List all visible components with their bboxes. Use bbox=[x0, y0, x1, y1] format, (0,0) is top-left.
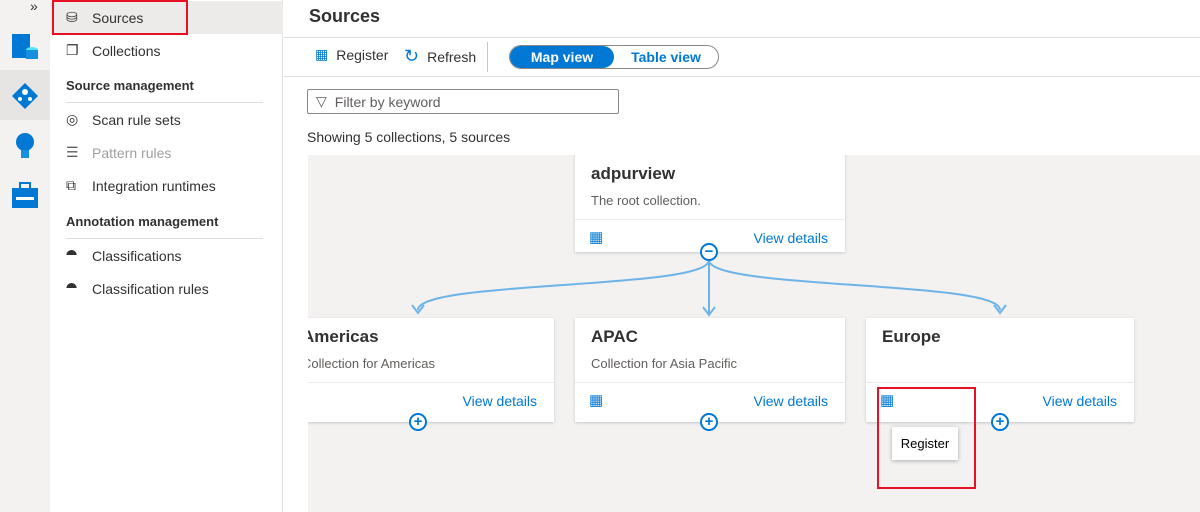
register-button[interactable]: ▦ Register bbox=[315, 46, 389, 63]
database-arrow-icon: ⛁ bbox=[66, 9, 78, 25]
divider bbox=[284, 76, 1200, 77]
register-source-icon[interactable]: ▦ bbox=[589, 392, 604, 409]
management-icon[interactable] bbox=[10, 180, 40, 210]
divider bbox=[66, 102, 263, 103]
result-count: Showing 5 collections, 5 sources bbox=[307, 129, 511, 145]
nav-item-integration-runtimes[interactable]: ⧉ Integration runtimes bbox=[66, 177, 216, 194]
expand-icon[interactable]: + bbox=[991, 413, 1009, 431]
expand-icon[interactable]: + bbox=[409, 413, 427, 431]
insights-icon[interactable] bbox=[10, 131, 40, 161]
pattern-rules-icon: ☰ bbox=[66, 144, 79, 160]
nav-item-collections[interactable]: ❐ Collections bbox=[66, 42, 161, 59]
annotation-management-header: Annotation management bbox=[66, 214, 219, 229]
icon-rail: » bbox=[0, 0, 50, 512]
nav-item-sources[interactable]: ⛁ Sources bbox=[50, 1, 283, 34]
highlight-box bbox=[877, 387, 976, 489]
collapse-icon[interactable]: − bbox=[700, 243, 718, 261]
scan-icon: ◎ bbox=[66, 111, 79, 127]
divider bbox=[284, 37, 1200, 38]
view-details-link[interactable]: View details bbox=[753, 230, 828, 246]
refresh-button[interactable]: ↻ Refresh bbox=[404, 46, 477, 66]
collection-card-europe: Europe ▦ View details bbox=[866, 318, 1134, 422]
collection-card-americas: Americas Collection for Americas ▦ View … bbox=[308, 318, 554, 422]
nav-item-classification-rules[interactable]: ⯊ Classification rules bbox=[66, 280, 209, 297]
data-map-icon[interactable] bbox=[10, 32, 40, 62]
expand-button[interactable]: » bbox=[30, 0, 38, 14]
collection-card-apac: APAC Collection for Asia Pacific ▦ View … bbox=[575, 318, 845, 422]
table-view-button[interactable]: Table view bbox=[631, 49, 701, 65]
connectors bbox=[411, 259, 1007, 317]
filter-icon: ▽ bbox=[316, 93, 327, 109]
toolbar-divider bbox=[487, 42, 488, 72]
collection-card-root: adpurview The root collection. ▦ View de… bbox=[575, 155, 845, 252]
divider bbox=[575, 382, 845, 383]
register-source-icon[interactable]: ▦ bbox=[589, 229, 604, 246]
divider bbox=[866, 382, 1134, 383]
collections-icon: ❐ bbox=[66, 42, 79, 58]
register-grid-icon: ▦ bbox=[315, 46, 329, 62]
view-details-link[interactable]: View details bbox=[462, 393, 537, 409]
page-title: Sources bbox=[309, 6, 381, 26]
classification-icon: ⯊ bbox=[66, 247, 78, 263]
highlight-box bbox=[52, 0, 188, 35]
nav-item-scan-rule-sets[interactable]: ◎ Scan rule sets bbox=[66, 111, 181, 128]
register-tooltip: Register bbox=[892, 427, 958, 460]
divider bbox=[575, 219, 845, 220]
nav-item-classifications[interactable]: ⯊ Classifications bbox=[66, 247, 182, 264]
map-view-button[interactable]: Map view bbox=[510, 46, 614, 68]
divider bbox=[66, 238, 263, 239]
divider bbox=[308, 382, 554, 383]
classification-rules-icon: ⯊ bbox=[66, 280, 78, 296]
side-nav: ⛁ Sources ❐ Collections Source management … bbox=[50, 0, 283, 512]
expand-icon[interactable]: + bbox=[700, 413, 718, 431]
view-details-link[interactable]: View details bbox=[753, 393, 828, 409]
filter-input[interactable]: ▽ Filter by keyword bbox=[307, 89, 619, 114]
view-toggle: Map view Table view bbox=[509, 45, 719, 69]
integration-runtime-icon: ⧉ bbox=[66, 177, 76, 193]
data-catalog-icon[interactable] bbox=[10, 81, 40, 111]
refresh-icon: ↻ bbox=[404, 46, 420, 66]
nav-item-pattern-rules[interactable]: ☰ Pattern rules bbox=[66, 144, 172, 161]
main-panel: Sources ▦ Register ↻ Refresh Map view Tabl… bbox=[284, 0, 1200, 512]
view-details-link[interactable]: View details bbox=[1042, 393, 1117, 409]
collection-map[interactable]: adpurview The root collection. ▦ View de… bbox=[308, 155, 1200, 512]
register-source-icon[interactable]: ▦ bbox=[880, 392, 895, 409]
source-management-header: Source management bbox=[66, 78, 194, 93]
